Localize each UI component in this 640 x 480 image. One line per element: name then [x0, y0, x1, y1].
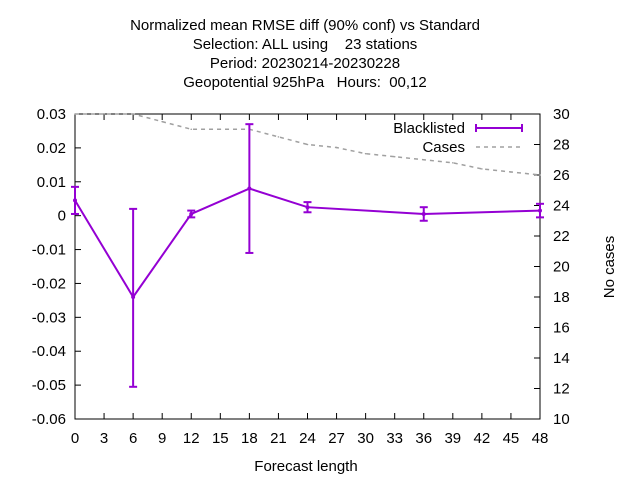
x-tick-label: 36 [415, 430, 432, 447]
cases-point [277, 136, 280, 138]
blacklisted-point [305, 205, 310, 210]
title-line-4: Geopotential 925hPa Hours: 00,12 [183, 74, 427, 91]
y-tick-label: -0.02 [32, 275, 66, 292]
legend-label-cases: Cases [422, 139, 465, 156]
blacklisted-point [247, 186, 252, 191]
cases-point [452, 162, 454, 164]
y-tick-label: 0.03 [37, 106, 66, 123]
blacklisted-point [421, 211, 426, 216]
y2-tick-label: 22 [553, 228, 570, 245]
y-tick-label: 0.02 [37, 140, 66, 157]
cases-point [74, 113, 76, 115]
cases-point [539, 174, 541, 176]
x-axis-label: Forecast length [254, 458, 357, 475]
x-tick-label: 0 [71, 430, 79, 447]
chart-title: Normalized mean RMSE diff (90% conf) vs … [0, 16, 610, 92]
blacklisted-point [131, 295, 136, 299]
y2-tick-label: 16 [553, 320, 570, 337]
x-tick-label: 30 [357, 430, 374, 447]
y-tick-label: 0 [58, 208, 66, 225]
cases-point [335, 146, 338, 149]
x-tick-label: 48 [532, 430, 549, 447]
x-tick-label: 3 [100, 430, 108, 447]
y-tick-label: -0.06 [32, 411, 66, 428]
blacklisted-point [538, 208, 542, 213]
cases-line [75, 113, 541, 176]
y-tick-label: -0.01 [32, 242, 66, 259]
y2-tick-label: 14 [553, 350, 570, 367]
y2-tick-label: 12 [553, 381, 570, 398]
title-line-3: Period: 20230214-20230228 [209, 55, 401, 72]
y2-tick-label: 18 [553, 289, 570, 306]
title-line-2: Selection: ALL using 23 stations [192, 36, 418, 53]
cases-point [510, 171, 512, 173]
y-tick-label: -0.03 [32, 309, 66, 326]
x-tick-label: 24 [299, 430, 316, 447]
y2-tick-label: 30 [553, 106, 570, 123]
cases-point [481, 168, 483, 170]
blacklisted-point [73, 198, 77, 203]
cases-point [422, 158, 425, 161]
x-tick-label: 6 [129, 430, 137, 447]
legend-label-blacklisted: Blacklisted [393, 120, 465, 137]
x-tick-label: 42 [474, 430, 491, 447]
blacklisted-series [71, 123, 544, 388]
y2-tick-label: 26 [553, 167, 570, 184]
y-tick-label: -0.05 [32, 377, 66, 394]
y-tick-label: -0.04 [32, 343, 66, 360]
blacklisted-point [189, 211, 194, 216]
cases-series [74, 113, 541, 176]
y2-tick-label: 10 [553, 411, 570, 428]
y2-tick-label: 28 [553, 137, 570, 154]
x-tick-label: 27 [328, 430, 345, 447]
cases-point [364, 152, 367, 155]
title-line-1: Normalized mean RMSE diff (90% conf) vs … [130, 17, 480, 34]
cases-point [393, 155, 396, 158]
x-tick-label: 18 [241, 430, 258, 447]
x-tick-label: 15 [212, 430, 229, 447]
cases-point [132, 113, 134, 115]
axis-ticks: 0 3 6 9 12 15 18 21 24 27 30 33 36 39 42 45 480.030.020.… [32, 106, 570, 447]
x-tick-label: 12 [183, 430, 200, 447]
cases-point [161, 120, 163, 123]
cases-point [103, 113, 105, 115]
cases-point [190, 128, 193, 131]
legend: Blacklisted Cases [393, 120, 523, 156]
y2-tick-label: 24 [553, 198, 570, 215]
x-tick-label: 39 [444, 430, 461, 447]
y2-axis-label: No cases [601, 236, 618, 299]
x-tick-label: 21 [270, 430, 287, 447]
cases-point [306, 143, 309, 146]
x-tick-label: 9 [158, 430, 166, 447]
y2-tick-label: 20 [553, 259, 570, 276]
x-tick-label: 45 [503, 430, 520, 447]
plot-frame [74, 113, 541, 420]
x-tick-label: 33 [386, 430, 403, 447]
cases-point [219, 128, 222, 131]
y-tick-label: 0.01 [37, 174, 66, 191]
